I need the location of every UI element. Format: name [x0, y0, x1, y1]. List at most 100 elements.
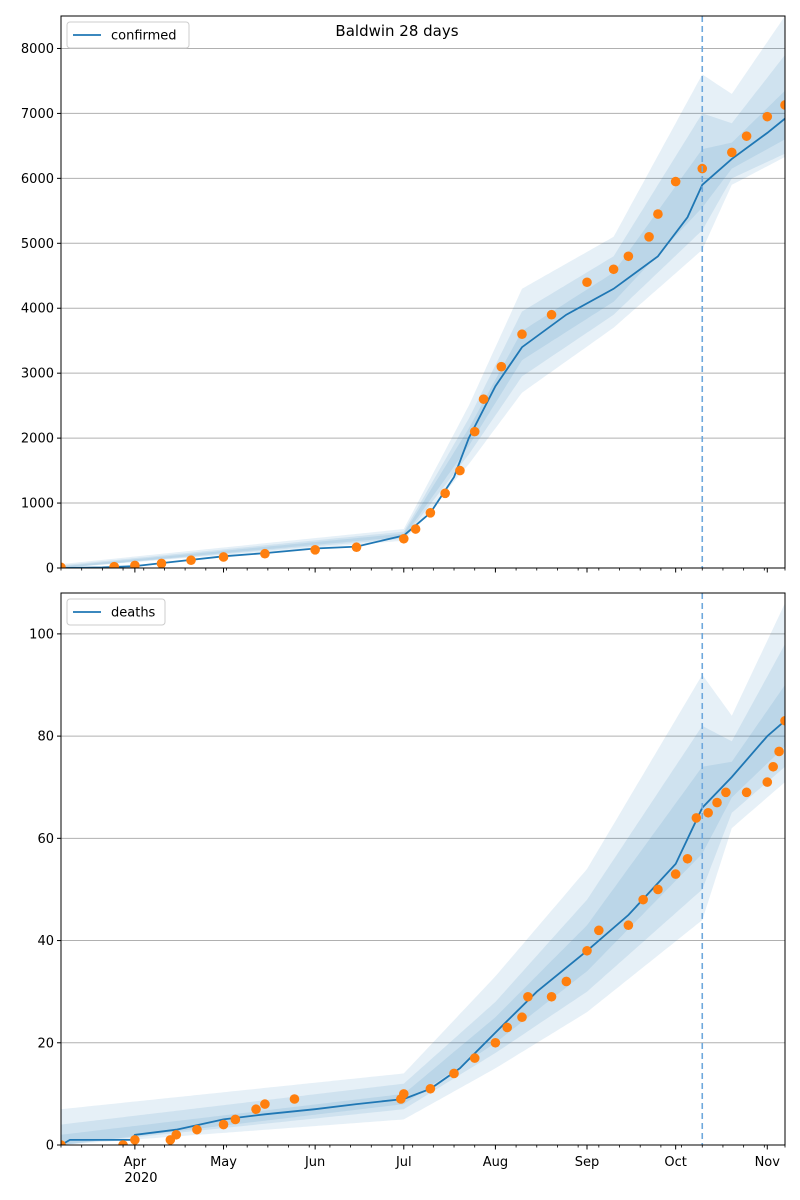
observed-point [741, 787, 752, 798]
observed-point [670, 869, 681, 879]
confirmed-panel: 0 1000 2000 3000 4000 5000 6000 7000 8000 confirm… [21, 15, 786, 577]
observed-point [61, 562, 66, 568]
plot-area [61, 16, 785, 568]
x-tick-label: Sep [575, 1155, 600, 1170]
observed-point [440, 488, 450, 499]
y-tick-label: 2000 [21, 432, 54, 447]
observed-point [608, 264, 619, 275]
observed-point [727, 147, 737, 158]
plot-area [61, 593, 785, 1145]
observed-point [118, 1140, 128, 1145]
observed-point [762, 111, 773, 122]
observed-point [741, 131, 752, 141]
x-tick-label: Jul [395, 1155, 412, 1170]
observed-point [546, 309, 557, 320]
observed-point [171, 1129, 182, 1140]
observed-point [398, 533, 409, 544]
observed-point [469, 426, 480, 437]
observed-point [582, 277, 592, 288]
observed-point [721, 787, 731, 798]
observed-point [691, 813, 702, 823]
band-middle [61, 644, 785, 1145]
y-tick-label: 8000 [21, 42, 54, 57]
observed-point [517, 329, 527, 340]
observed-point [289, 1094, 300, 1104]
observed-point [490, 1037, 501, 1048]
y-tick-label: 5000 [21, 237, 54, 252]
observed-point [644, 232, 654, 242]
y-tick-label: 0 [46, 1139, 54, 1154]
x-tick-label: May [210, 1155, 237, 1170]
observed-point [653, 884, 663, 895]
chart-title: Baldwin 28 days [335, 22, 458, 40]
x-tick-label: Aug [483, 1155, 508, 1170]
observed-point [561, 976, 572, 987]
observed-point [186, 555, 196, 566]
y-tick-label: 100 [29, 627, 54, 642]
observed-point [469, 1053, 480, 1063]
observed-point [774, 746, 784, 757]
observed-point [130, 560, 140, 568]
observed-point [623, 251, 634, 262]
observed-point [496, 361, 507, 372]
y-tick-label: 20 [37, 1036, 54, 1051]
y-tick-label: 40 [37, 934, 54, 949]
observed-point [712, 797, 722, 808]
band-outer [61, 16, 785, 568]
observed-point [109, 561, 119, 568]
legend-label: confirmed [111, 29, 177, 44]
axes-frame [60, 592, 786, 1146]
observed-point [218, 552, 229, 562]
observed-point [502, 1022, 513, 1033]
y-tick-label: 4000 [21, 302, 54, 317]
observed-point [455, 465, 465, 476]
axes-frame [60, 15, 786, 569]
observed-point [260, 548, 270, 559]
observed-point [156, 558, 167, 568]
observed-point [410, 524, 421, 534]
observed-point [61, 1140, 66, 1145]
observed-point [425, 508, 436, 518]
observed-point [251, 1104, 261, 1115]
x-tick-label: Jun [304, 1155, 325, 1170]
legend-label: deaths [111, 606, 156, 621]
observed-point [192, 1124, 202, 1135]
deaths-panel: 0 20 40 60 80 100 Apr May Jun Jul Aug Sep Oct Nov deat… [29, 592, 786, 1170]
observed-point [218, 1119, 229, 1130]
observed-point [310, 545, 320, 555]
observed-point [230, 1114, 241, 1125]
observed-point [478, 394, 489, 404]
observed-point [638, 894, 648, 905]
observed-point [546, 991, 557, 1002]
x-year-label: 2020 [124, 1171, 157, 1186]
observed-point [449, 1068, 459, 1079]
observed-point [682, 853, 693, 864]
legend-box [66, 598, 166, 626]
observed-point [351, 542, 362, 553]
observed-point [780, 715, 785, 726]
x-tick-label: Nov [755, 1155, 781, 1170]
observed-point [768, 761, 778, 772]
band-outer [61, 603, 785, 1145]
y-tick-label: 6000 [21, 172, 54, 187]
x-tick-label: Oct [664, 1155, 686, 1170]
observed-point [425, 1083, 436, 1094]
observed-point [670, 176, 681, 187]
deaths-legend: deaths [66, 598, 166, 626]
y-tick-label: 0 [46, 562, 54, 577]
observed-point [130, 1135, 140, 1145]
y-tick-label: 7000 [21, 107, 54, 122]
legend-box [66, 21, 190, 49]
observed-point [398, 1089, 409, 1099]
y-tick-label: 1000 [21, 497, 54, 512]
band-inner [61, 685, 785, 1145]
observed-point [260, 1099, 270, 1109]
y-tick-label: 80 [37, 730, 54, 745]
observed-point [582, 945, 592, 956]
confirmed-legend: confirmed [66, 21, 190, 49]
observed-point [780, 100, 785, 110]
observed-point [623, 920, 634, 931]
observed-point [653, 209, 663, 219]
observed-point [523, 991, 533, 1002]
